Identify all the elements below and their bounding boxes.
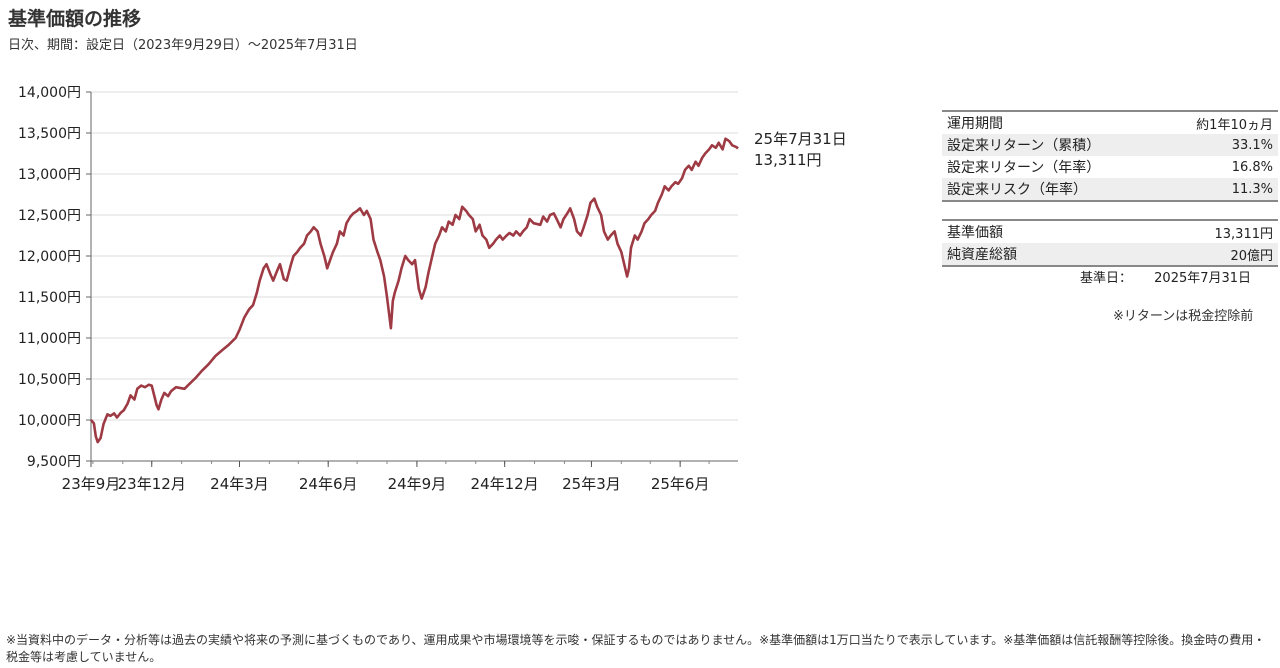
nav-row: 純資産総額 20億円	[942, 243, 1278, 266]
disclaimer-footer: ※当資料中のデータ・分析等は過去の実績や将来の予測に基づくものであり、運用成果や…	[6, 633, 1266, 664]
row-value: 11.3%	[1161, 178, 1278, 201]
y-tick-label: 11,000円	[18, 331, 81, 347]
row-value: 16.8%	[1231, 159, 1273, 175]
x-tick-label: 24年9月	[388, 475, 447, 493]
y-tick-label: 10,000円	[18, 413, 81, 429]
x-tick-label: 25年3月	[562, 475, 621, 493]
row-value: 約1年10ヵ月	[1196, 117, 1273, 133]
y-tick-label: 10,500円	[18, 372, 81, 388]
nav-summary-table: 基準価額 13,311円 純資産総額 20億円	[942, 219, 1278, 267]
stats-row: 設定来リターン（年率） 16.8%	[942, 156, 1278, 178]
grid-layer	[91, 91, 738, 421]
row-label: 基準価額	[947, 225, 1003, 241]
y-tick-label: 14,000円	[18, 85, 81, 101]
x-tick-label: 24年3月	[210, 475, 269, 493]
y-tick-label: 13,500円	[18, 126, 81, 142]
x-tick-label: 24年6月	[299, 475, 358, 493]
x-tick-label: 25年6月	[651, 475, 710, 493]
row-value: 20億円	[1123, 243, 1278, 266]
page-title: 基準価額の推移	[8, 8, 142, 30]
row-label: 運用期間	[947, 116, 1003, 132]
row-label: 設定来リターン（年率）	[947, 160, 1101, 176]
row-value: 13,311円	[1214, 226, 1274, 242]
y-tick-label: 11,500円	[18, 290, 81, 306]
row-label: 設定来リターン（累積）	[942, 134, 1162, 156]
return-note: ※リターンは税金控除前	[1113, 309, 1254, 324]
x-tick-label: 24年12月	[471, 475, 539, 493]
end-annotation-value: 13,311円	[754, 151, 822, 169]
nav-line-chart: 9,500円 10,000円 10,500円 11,000円 11,500円 12,000…	[18, 85, 847, 493]
row-label: 純資産総額	[942, 243, 1123, 266]
y-tick-label: 12,000円	[18, 249, 81, 265]
row-label: 設定来リスク（年率）	[942, 178, 1162, 201]
nav-row: 基準価額 13,311円	[942, 220, 1278, 243]
stats-row: 設定来リターン（累積） 33.1%	[942, 134, 1278, 156]
stats-row: 設定来リスク（年率） 11.3%	[942, 178, 1278, 201]
y-tick-label: 9,500円	[27, 454, 81, 470]
stats-row: 運用期間 約1年10ヵ月	[942, 111, 1278, 134]
x-tick-label: 23年9月	[62, 475, 121, 493]
as-of-value: 2025年7月31日	[1154, 271, 1252, 286]
as-of-label: 基準日：	[1080, 271, 1133, 286]
x-tick-label: 23年12月	[118, 475, 186, 493]
y-axis: 9,500円 10,000円 10,500円 11,000円 11,500円 12,000…	[18, 85, 92, 470]
page-subtitle: 日次、期間：設定日（2023年9月29日）～2025年7月31日	[8, 38, 358, 53]
y-tick-label: 13,000円	[18, 167, 81, 183]
row-value: 33.1%	[1161, 134, 1278, 156]
performance-stats-table: 運用期間 約1年10ヵ月 設定来リターン（累積） 33.1% 設定来リターン（年率） 16…	[942, 110, 1278, 202]
y-tick-label: 12,500円	[18, 208, 81, 224]
as-of-date: 基準日： 2025年7月31日	[1080, 267, 1251, 286]
end-annotation-date: 25年7月31日	[754, 130, 847, 148]
nav-series-line	[90, 137, 739, 444]
